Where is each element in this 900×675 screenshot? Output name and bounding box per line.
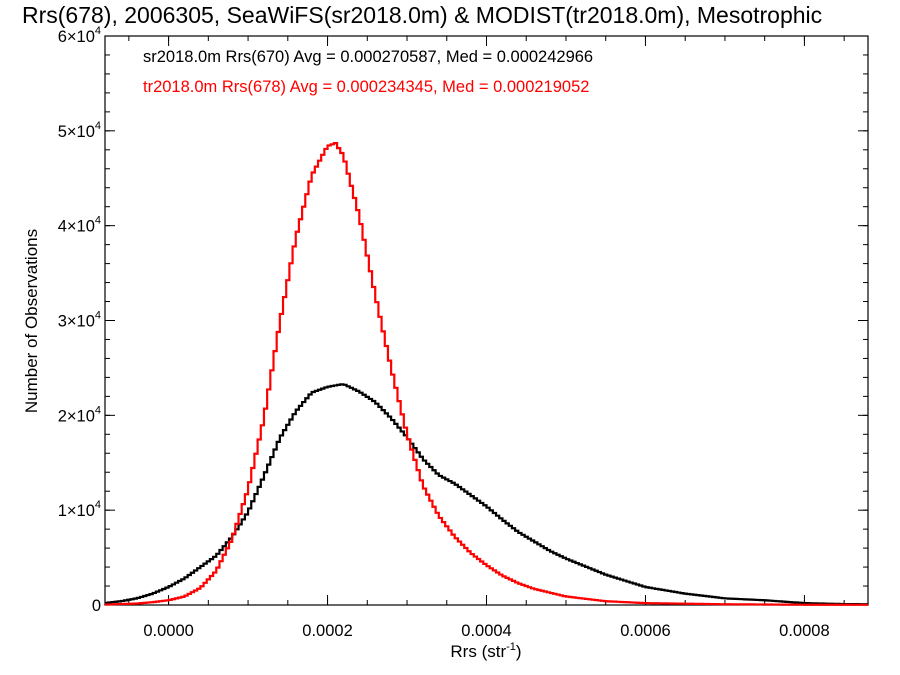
y-tick-label: 4×104 <box>58 215 101 236</box>
plot-frame <box>104 35 869 606</box>
x-tick-label: 0.0008 <box>779 622 829 640</box>
legend-entry-1: tr2018.0m Rrs(678) Avg = 0.000234345, Me… <box>143 78 589 96</box>
x-tick-label: 0.0006 <box>620 622 670 640</box>
y-tick-label: 3×104 <box>58 310 101 331</box>
chart-title: Rrs(678), 2006305, SeaWiFS(sr2018.0m) & … <box>22 2 822 28</box>
legend-entry-0: sr2018.0m Rrs(670) Avg = 0.000270587, Me… <box>143 48 593 66</box>
series-line-0 <box>105 383 868 606</box>
y-tick-label: 2×104 <box>58 404 101 425</box>
x-tick-label: 0.0000 <box>143 622 193 640</box>
y-axis-label: Number of Observations <box>22 229 41 413</box>
y-tick-label: 0 <box>92 597 101 615</box>
x-tick-label: 0.0002 <box>302 622 352 640</box>
series-line-1 <box>105 142 868 606</box>
y-axis-ticks: 0 1×104 2×104 3×104 4×104 5×104 6×104 <box>58 25 868 615</box>
y-tick-label: 1×104 <box>58 499 101 520</box>
y-tick-label: 6×104 <box>58 25 101 46</box>
x-axis-label: Rrs (str-1) <box>450 641 521 661</box>
x-tick-label: 0.0004 <box>461 622 511 640</box>
series-layer <box>105 142 868 606</box>
x-axis-ticks: 0.0000 0.0002 0.0004 0.0006 0.0008 <box>128 36 845 640</box>
y-tick-label: 5×104 <box>58 120 101 141</box>
